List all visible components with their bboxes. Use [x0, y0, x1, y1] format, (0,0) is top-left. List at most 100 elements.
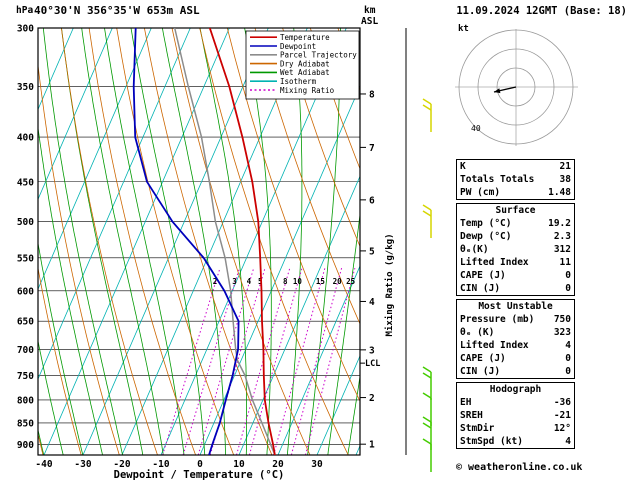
mixing-ratio-value-label: 10	[293, 277, 303, 286]
table-row: CAPE (J) 0	[457, 269, 574, 282]
lcl-marker-label: LCL	[365, 359, 380, 369]
pressure-tick-label: 900	[17, 440, 34, 451]
row-value: 4	[565, 436, 571, 447]
wet-adiabat-line	[104, 28, 185, 455]
pressure-tick-label: 500	[17, 217, 34, 228]
row-label: θₑ(K)	[460, 244, 489, 255]
row-value: 0	[565, 283, 571, 294]
temperature-tick-label: 0	[197, 459, 203, 470]
isotherm-line	[38, 28, 74, 111]
temperature-tick-label: 20	[272, 459, 284, 470]
isotherm-line	[38, 28, 152, 291]
wind-barb-column	[422, 98, 432, 472]
station-title: 40°30'N 356°35'W 653m ASL	[34, 4, 200, 17]
wet-adiabat-line	[244, 28, 272, 455]
indices-block-header: Most Unstable	[478, 301, 553, 312]
row-value: -21	[553, 410, 571, 421]
mixing-ratio-line	[273, 267, 326, 455]
wet-adiabat-line	[347, 374, 360, 455]
legend-label: Isotherm	[280, 77, 317, 86]
legend-label: Dry Adiabat	[280, 59, 330, 68]
wind-barb	[422, 204, 432, 238]
km-tick-label: 1	[369, 440, 375, 451]
isotherm-line	[82, 28, 269, 455]
skewt-background-lines: 2 3 4 5 8 10 15 20 25	[38, 28, 360, 455]
axis-labels: 300350400450500550600650700750800850900-…	[17, 24, 407, 470]
dry-adiabat-line	[309, 28, 360, 170]
mixing-ratio-line	[248, 267, 303, 455]
dry-adiabat-line	[282, 28, 360, 248]
indices-block-surface: Surface Temp (°C) 19.2 Dewp (°C) 2.3 θₑ(K) 312…	[456, 203, 575, 296]
row-label: Lifted Index	[460, 257, 529, 268]
row-value: 750	[553, 314, 571, 325]
km-tick-label: 6	[369, 195, 375, 206]
row-value: 312	[553, 244, 571, 255]
dry-adiabat-line	[171, 28, 311, 455]
dry-adiabat-line	[144, 28, 273, 455]
row-label: Dewp (°C)	[460, 231, 512, 242]
indices-block-most-unstable: Most Unstable Pressure (mb) 750 θₑ (K) 323 Li…	[456, 299, 575, 379]
table-row: EH -36	[457, 396, 574, 409]
row-label: StmSpd (kt)	[460, 436, 523, 447]
table-row: Dewp (°C) 2.3	[457, 230, 574, 243]
mixing-ratio-value-label: 4	[247, 277, 252, 286]
pressure-tick-label: 850	[17, 418, 34, 429]
dry-adiabat-line	[38, 62, 120, 455]
mixing-ratio-value-label: 3	[232, 277, 237, 286]
pressure-tick-label: 550	[17, 253, 34, 264]
row-label: CAPE (J)	[460, 270, 506, 281]
row-value: 19.2	[548, 218, 571, 229]
dry-adiabat-line	[38, 265, 82, 455]
isotherm-line	[316, 354, 360, 455]
row-label: Pressure (mb)	[460, 314, 535, 325]
pressure-tick-label: 800	[17, 395, 34, 406]
sounding-curves	[132, 28, 276, 455]
wet-adiabat-line	[61, 28, 144, 455]
table-row: Lifted Index 4	[457, 339, 574, 352]
wet-adiabat-line	[38, 125, 103, 455]
indices-block-header: Hodograph	[489, 384, 542, 395]
mixing-ratio-value-label: 8	[283, 277, 288, 286]
km-tick-label: 7	[369, 143, 375, 154]
plot-border	[37, 27, 361, 456]
row-label: PW (cm)	[460, 187, 501, 198]
km-axis-unit: km	[364, 5, 376, 16]
row-value: 0	[565, 366, 571, 377]
wet-adiabat-line	[81, 28, 164, 455]
dry-adiabat-line	[61, 28, 158, 455]
dewpoint-curve	[132, 28, 240, 455]
pressure-tick-label: 400	[17, 133, 34, 144]
wet-adiabat-line	[42, 28, 123, 455]
row-label: Lifted Index	[460, 340, 529, 351]
dry-adiabat-line	[116, 28, 235, 455]
temperature-tick-label: -20	[113, 459, 130, 470]
mixing-ratio-value-label: 15	[316, 277, 325, 286]
table-row: θₑ(K) 312	[457, 243, 574, 256]
isotherm-line	[277, 265, 360, 455]
row-value: 38	[559, 174, 571, 185]
wet-adiabat-line	[38, 339, 64, 455]
table-row: Lifted Index 11	[457, 256, 574, 269]
wet-adiabat-line	[162, 28, 226, 455]
row-label: StmDir	[460, 423, 495, 434]
row-label: CIN (J)	[460, 366, 501, 377]
row-value: 21	[559, 161, 571, 172]
indices-panel: K 21 Totals Totals 38 PW (cm) 1.48 Surface Temp…	[456, 159, 575, 452]
table-row: θₑ (K) 323	[457, 326, 574, 339]
pressure-tick-label: 750	[17, 371, 34, 382]
mixing-ratio-line	[305, 267, 356, 455]
mixing-ratio-axis-title: Mixing Ratio (g/kg)	[384, 234, 395, 337]
dry-adiabat-line	[199, 28, 349, 455]
row-value: 1.48	[548, 187, 571, 198]
wet-adiabat-line	[38, 240, 84, 455]
table-row: Pressure (mb) 750	[457, 313, 574, 326]
table-row: StmDir 12°	[457, 422, 574, 435]
dry-adiabat-line	[226, 28, 360, 403]
table-row: StmSpd (kt) 4	[457, 435, 574, 448]
wet-adiabat-line	[307, 28, 341, 455]
wind-barb	[422, 438, 432, 472]
row-label: SREH	[460, 410, 483, 421]
km-tick-label: 5	[369, 246, 375, 257]
mixing-ratio-line	[290, 267, 343, 455]
